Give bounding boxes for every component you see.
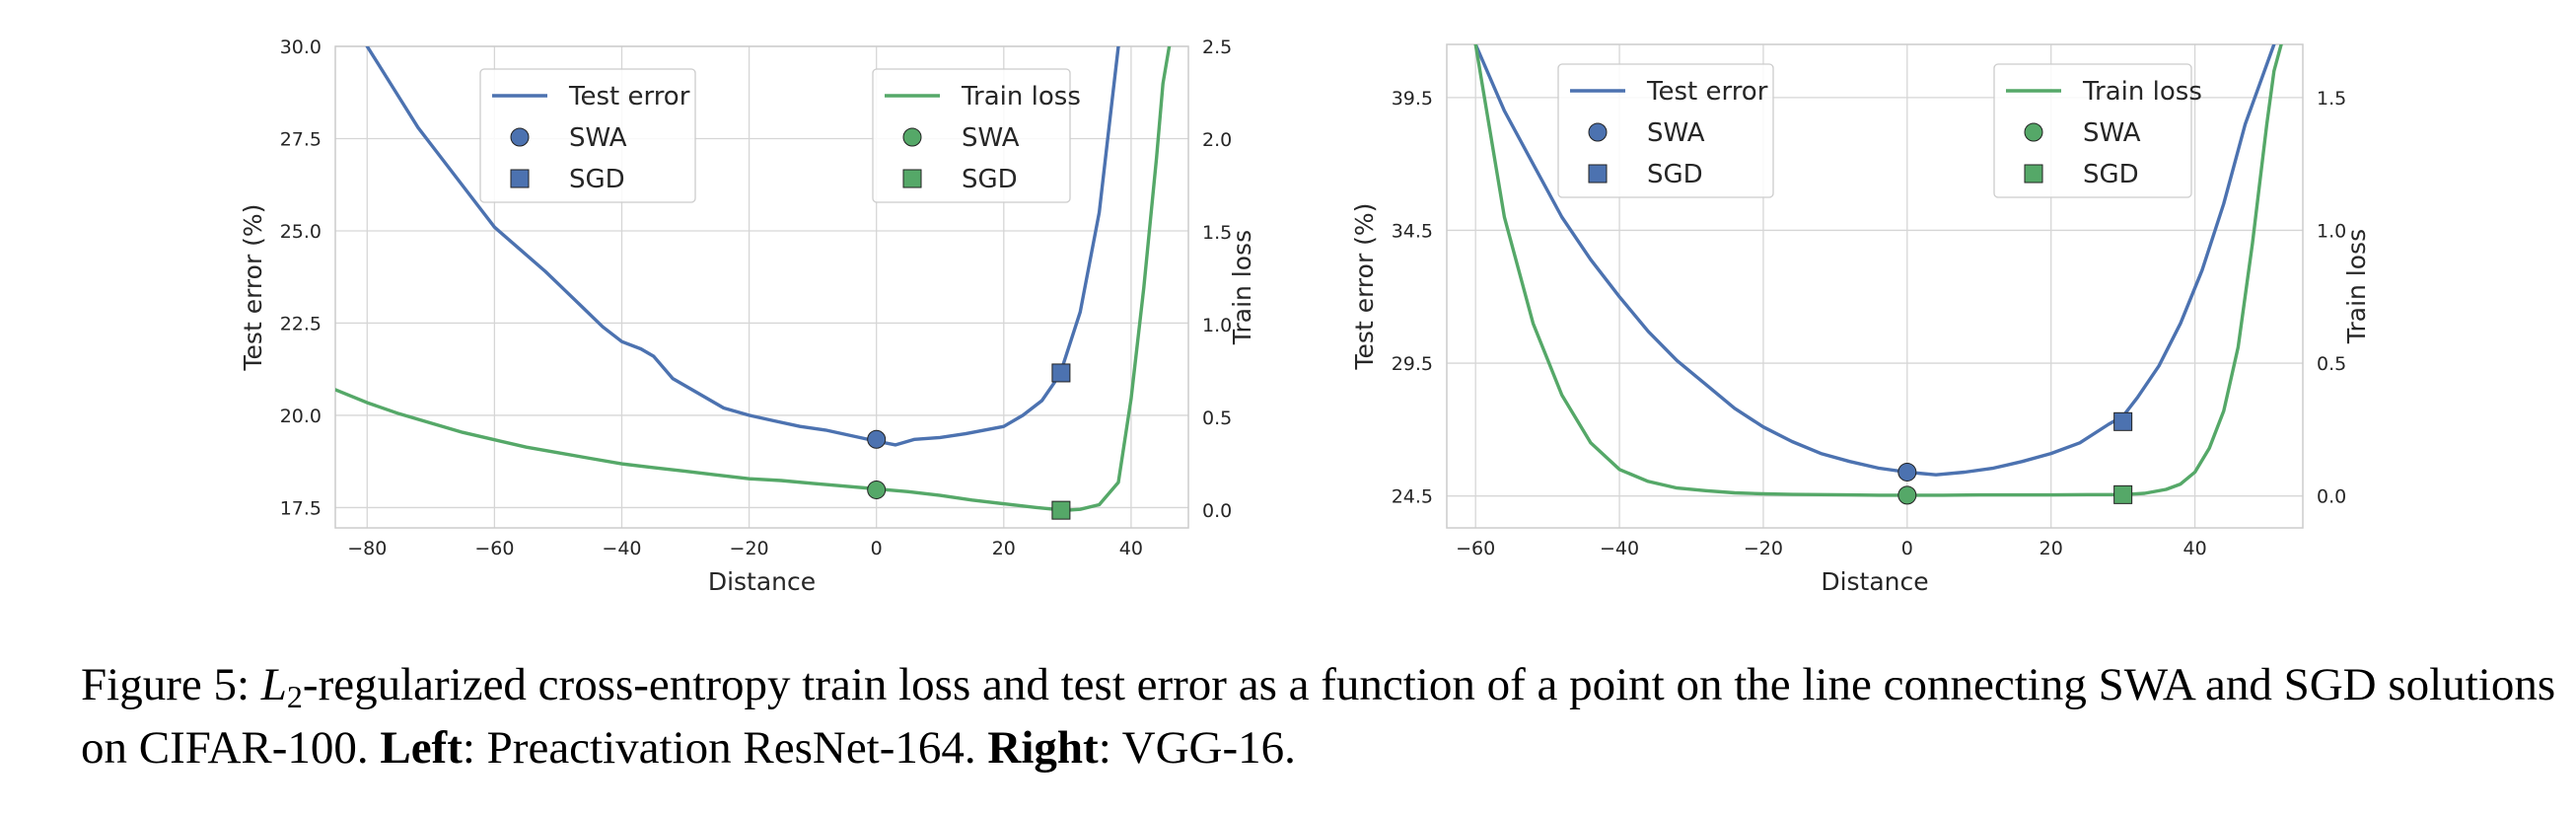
y-left-tick-label: 39.5: [1392, 88, 1433, 110]
legend: Train loss SWA SGD: [872, 68, 1081, 203]
caption-right-label: Right: [987, 722, 1099, 774]
y-right-tick-label: 2.0: [1202, 129, 1232, 151]
x-tick-label: 20: [2039, 538, 2063, 559]
y-axis-label-right: Train loss: [1228, 230, 1256, 345]
y-left-tick-label: 34.5: [1392, 220, 1433, 242]
y-right-tick-label: 0.0: [2317, 486, 2346, 508]
legend-square-swatch: [1588, 164, 1608, 184]
x-axis-label: Distance: [1821, 567, 1928, 596]
legend-label: Train loss: [961, 82, 1081, 111]
legend-label: SWA: [962, 123, 1020, 153]
legend-label: SGD: [962, 165, 1018, 194]
y-right-tick-label: 0.5: [2317, 353, 2346, 375]
x-tick-label: −80: [347, 538, 387, 559]
series-group: [335, 46, 1172, 512]
caption-subscript: 2: [286, 679, 303, 714]
x-tick-label: 40: [2182, 538, 2206, 559]
y-right-tick-label: 0.0: [1202, 500, 1232, 522]
legend: Test error SWA SGD: [479, 68, 696, 203]
x-tick-label: 20: [992, 538, 1016, 559]
legend-label: SWA: [2083, 118, 2141, 148]
legend-square-swatch: [902, 169, 922, 188]
y-left-tick-label: 30.0: [280, 37, 322, 58]
train-swa-marker: [867, 480, 887, 499]
y-axis-label-left: Test error (%): [1350, 203, 1379, 371]
test-swa-marker: [1897, 462, 1917, 482]
y-left-tick-label: 22.5: [280, 313, 322, 334]
y-right-tick-label: 1.0: [2317, 220, 2346, 242]
plot-frame: [334, 45, 1189, 529]
chart-panel-right: −60 −40 −20 0 20 40 24.5 29.5 34.5 39.5 0.0 0.5 1.0 1…: [1350, 43, 2371, 596]
y-right-tick-label: 1.5: [1202, 222, 1232, 244]
x-axis-label: Distance: [708, 567, 816, 596]
y-left-tick-label: 17.5: [280, 497, 322, 519]
test-error-line: [1473, 44, 2276, 477]
x-tick-label: −20: [1744, 538, 1783, 559]
x-tick-label: 0: [871, 538, 883, 559]
y-left-tick-label: 29.5: [1392, 353, 1433, 375]
train-swa-marker: [1897, 485, 1917, 505]
legend-circle-swatch: [510, 127, 530, 147]
plot-frame: [1446, 43, 2304, 529]
legend-box: [872, 68, 1071, 203]
legend-label: SWA: [1647, 118, 1705, 148]
test-sgd-marker: [2113, 411, 2133, 431]
legend: Train loss SWA SGD: [1993, 63, 2202, 198]
y-right-tick-label: 0.5: [1202, 408, 1232, 429]
legend-box: [1557, 63, 1774, 198]
y-axis-label-left: Test error (%): [239, 204, 267, 372]
y-right-tick-label: 1.5: [2317, 88, 2346, 110]
train-loss-line: [335, 46, 1172, 512]
y-left-tick-label: 20.0: [280, 406, 322, 427]
legend-label: Test error: [568, 82, 690, 111]
y-axis-label-right: Train loss: [2342, 229, 2371, 344]
x-tick-label: −40: [602, 538, 641, 559]
chart-panel-left: −80 −60 −40 −20 0 20 40 17.5 20.0 22.5 25.0 27.5 30.…: [239, 37, 1256, 596]
x-tick-label: 0: [1901, 538, 1913, 559]
legend-circle-swatch: [902, 127, 922, 147]
legend-circle-swatch: [1588, 122, 1608, 142]
legend-circle-swatch: [2024, 122, 2043, 142]
caption-figure-label: Figure 5:: [81, 659, 250, 710]
figure-caption: Figure 5: L2-regularized cross-entropy t…: [81, 653, 2566, 779]
x-tick-label: −20: [730, 538, 769, 559]
legend-label: Test error: [1646, 77, 1768, 107]
figure-canvas: −80 −60 −40 −20 0 20 40 17.5 20.0 22.5 25.0 27.5 30.…: [239, 37, 2371, 596]
caption-symbol: L: [260, 659, 287, 710]
legend-label: SWA: [569, 123, 627, 153]
legend-label: SGD: [569, 165, 625, 194]
train-sgd-marker: [1051, 500, 1071, 520]
legend: Test error SWA SGD: [1557, 63, 1774, 198]
train-loss-line: [1473, 44, 2283, 497]
x-tick-label: −40: [1600, 538, 1639, 559]
legend-box: [1993, 63, 2192, 198]
legend-label: Train loss: [2082, 77, 2202, 107]
x-tick-label: 40: [1119, 538, 1143, 559]
test-swa-marker: [867, 429, 887, 449]
legend-square-swatch: [2024, 164, 2043, 184]
series-group: [1473, 44, 2283, 497]
y-right-tick-label: 2.5: [1202, 37, 1232, 58]
y-right-tick-label: 1.0: [1202, 315, 1232, 336]
y-left-tick-label: 25.0: [280, 221, 322, 243]
y-left-tick-label: 27.5: [280, 128, 322, 150]
caption-left-label: Left: [380, 722, 463, 774]
legend-label: SGD: [1647, 160, 1703, 189]
x-tick-label: −60: [474, 538, 514, 559]
legend-box: [479, 68, 696, 203]
x-tick-label: −60: [1456, 538, 1495, 559]
train-sgd-marker: [2113, 484, 2133, 504]
test-error-line: [365, 46, 1120, 447]
legend-square-swatch: [510, 169, 530, 188]
y-left-tick-label: 24.5: [1392, 486, 1433, 508]
caption-right-text: : VGG-16.: [1098, 722, 1296, 774]
caption-text: -regularized cross-entropy train loss an…: [81, 659, 2556, 774]
caption-left-text: : Preactivation ResNet-164.: [462, 722, 976, 774]
legend-label: SGD: [2083, 160, 2139, 189]
test-sgd-marker: [1051, 363, 1071, 383]
